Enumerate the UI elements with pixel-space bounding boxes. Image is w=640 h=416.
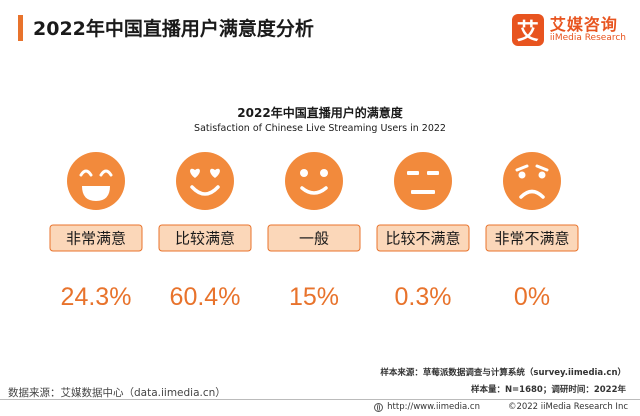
face-eye bbox=[210, 168, 220, 178]
chart-subtitle: Satisfaction of Chinese Live Streaming U… bbox=[194, 123, 446, 134]
category-label: 比较不满意 bbox=[385, 230, 460, 248]
value-label: 0% bbox=[514, 283, 550, 311]
face-mouth bbox=[300, 186, 328, 195]
chart-title: 2022年中国直播用户的满意度 bbox=[237, 106, 403, 120]
face-mouth bbox=[411, 190, 435, 194]
category-label-box bbox=[158, 224, 252, 252]
title-accent-bar bbox=[18, 14, 23, 41]
face-eye bbox=[190, 168, 200, 178]
brand-mark-icon: 艾 bbox=[511, 14, 544, 46]
face-disc bbox=[285, 152, 343, 210]
brand-name-en: iiMedia Research bbox=[549, 32, 626, 43]
category-label-box bbox=[485, 224, 579, 252]
brand-logo: 艾 艾媒咨询 iiMedia Research bbox=[511, 14, 626, 46]
footer-url[interactable]: http://www.iimedia.cn bbox=[387, 402, 480, 412]
face-eye bbox=[320, 169, 328, 177]
face-eye bbox=[99, 169, 113, 177]
globe-icon bbox=[374, 402, 384, 412]
brand-text: 艾媒咨询 iiMedia Research bbox=[549, 14, 626, 43]
face-eye bbox=[427, 171, 439, 175]
sample-size-note: 样本量：N=1680；调研时间：2022年 bbox=[470, 385, 626, 395]
value-label: 60.4% bbox=[170, 283, 241, 311]
value-label: 0.3% bbox=[395, 283, 452, 311]
face-disc bbox=[394, 152, 452, 210]
category-label-box bbox=[267, 224, 361, 252]
footer-copyright: ©2022 iiMedia Research Inc bbox=[507, 402, 628, 412]
category-label-box bbox=[376, 224, 470, 252]
face-mouth bbox=[82, 186, 110, 201]
category-label: 非常满意 bbox=[66, 230, 126, 248]
footer-divider bbox=[0, 399, 640, 400]
footer-bar: http://www.iimedia.cn ©2022 iiMedia Rese… bbox=[374, 402, 628, 412]
face-mouth bbox=[190, 185, 220, 196]
brand-name-cn: 艾媒咨询 bbox=[549, 14, 618, 34]
neutral-face-icon bbox=[394, 152, 452, 210]
satisfaction-chart: 非常满意 24.3% 比较满意 60.4% 一般 15% 比较不满意 0.3% 非常不满意 0% bbox=[49, 152, 579, 311]
value-label: 24.3% bbox=[61, 283, 132, 311]
face-disc bbox=[176, 152, 234, 210]
face-mouth bbox=[519, 189, 545, 199]
face-brow bbox=[535, 164, 549, 172]
value-label: 15% bbox=[289, 283, 339, 311]
category-label: 非常不满意 bbox=[494, 230, 569, 248]
face-eye bbox=[518, 171, 526, 179]
sad-face-icon bbox=[503, 152, 561, 210]
smile-face-icon bbox=[285, 152, 343, 210]
sample-source-note: 样本来源：草莓派数据调查与计算系统（survey.iimedia.cn） bbox=[380, 368, 626, 378]
face-eye bbox=[407, 171, 419, 175]
face-brow bbox=[515, 164, 529, 172]
very-happy-face-icon bbox=[67, 152, 125, 210]
face-eye bbox=[79, 169, 93, 177]
face-disc bbox=[503, 152, 561, 210]
data-source-note: 数据来源：艾媒数据中心（data.iimedia.cn） bbox=[8, 387, 226, 399]
face-eye bbox=[300, 169, 308, 177]
face-eye bbox=[538, 171, 546, 179]
category-label: 一般 bbox=[299, 230, 329, 248]
category-label: 比较满意 bbox=[175, 230, 235, 248]
category-label-box bbox=[49, 224, 143, 252]
title-bar: 2022年中国直播用户满意度分析 bbox=[18, 14, 314, 41]
face-disc bbox=[67, 152, 125, 210]
happy-face-icon bbox=[176, 152, 234, 210]
page-title: 2022年中国直播用户满意度分析 bbox=[33, 18, 314, 40]
